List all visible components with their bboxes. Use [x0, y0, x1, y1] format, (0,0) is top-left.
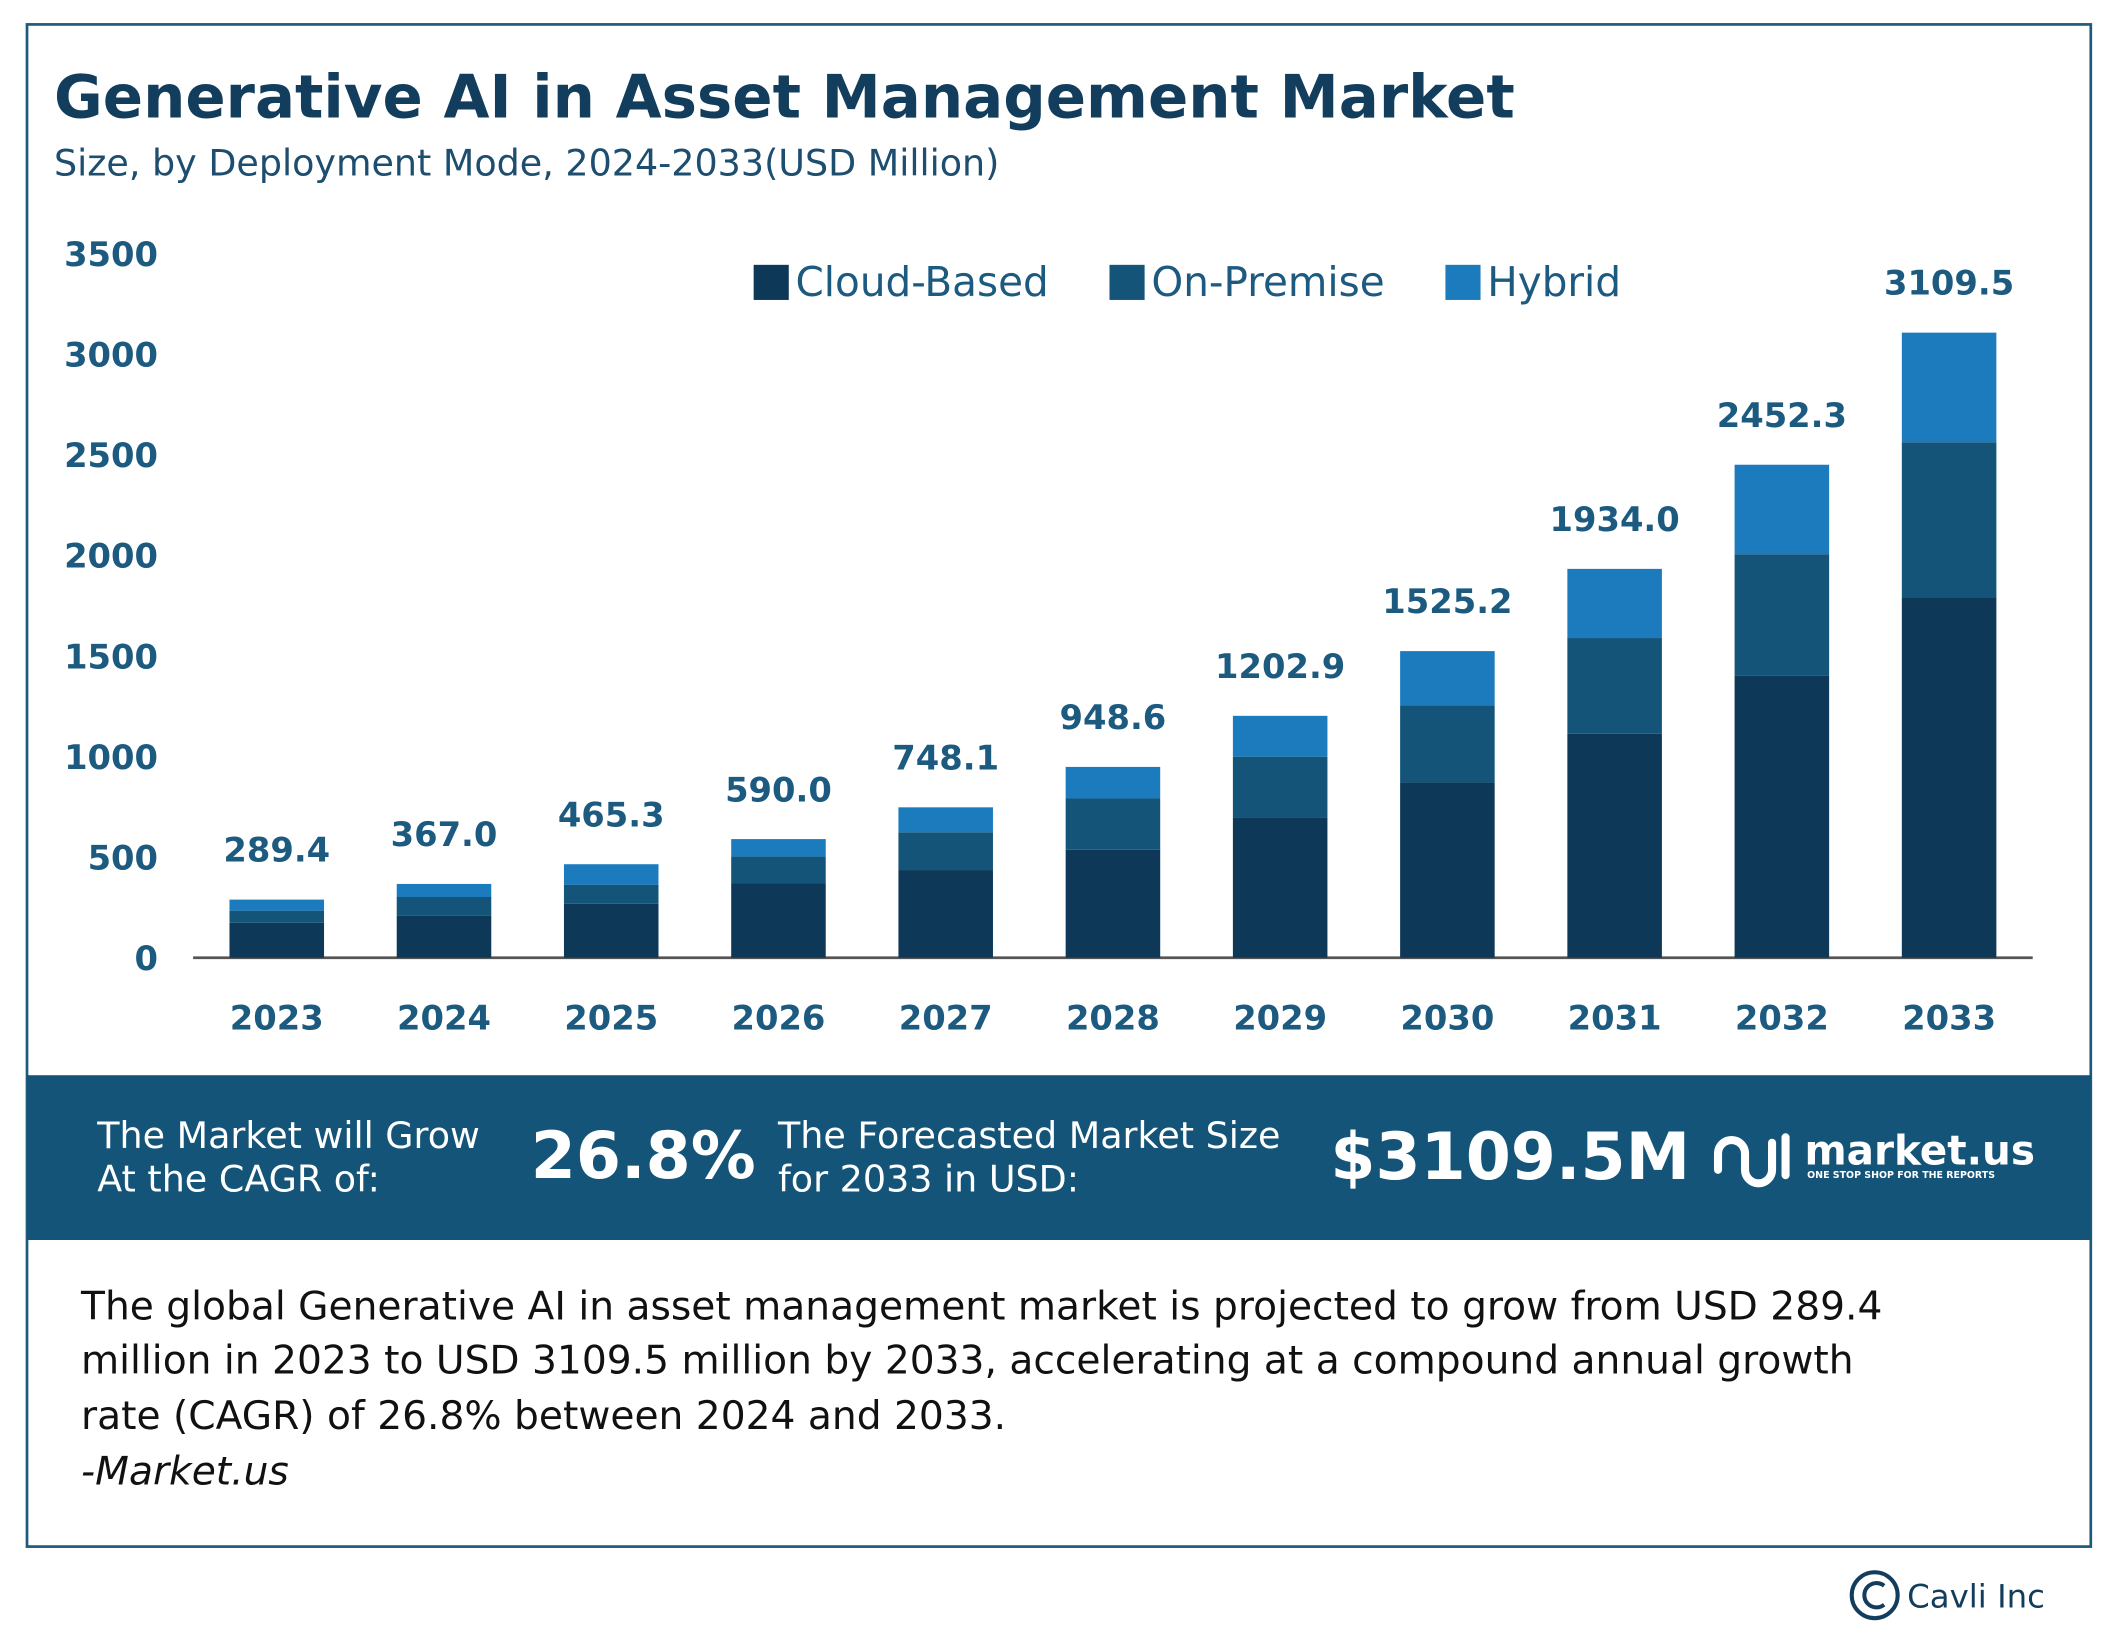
x-tick-label: 2023 — [230, 998, 324, 1037]
total-label: 948.6 — [1060, 698, 1167, 737]
copyright-icon — [1849, 1570, 1900, 1621]
bar-segment — [1400, 782, 1495, 958]
x-tick-label: 2029 — [1233, 998, 1327, 1037]
description-line: million in 2023 to USD 3109.5 million by… — [81, 1339, 1854, 1384]
legend-swatch — [1109, 264, 1145, 300]
bar-segment — [1901, 597, 1997, 958]
description-line: rate (CAGR) of 26.8% between 2024 and 20… — [81, 1394, 1006, 1439]
frame — [25, 23, 2093, 1548]
y-tick-label: 1500 — [64, 637, 158, 676]
bar-segment — [563, 864, 659, 885]
bar-segment — [1065, 849, 1161, 958]
x-tick-label: 2025 — [564, 998, 658, 1037]
bar-segment — [1065, 766, 1161, 799]
total-label: 465.3 — [558, 795, 665, 834]
bar-segment — [229, 922, 325, 958]
bar-segment — [1734, 464, 1830, 555]
banner-label: for 2033 in USD: — [778, 1157, 1079, 1200]
banner-value: $3109.5M — [1330, 1120, 1690, 1195]
bar-segment — [1232, 817, 1328, 958]
bar-segment — [898, 832, 993, 871]
legend-label: Hybrid — [1487, 258, 1621, 306]
bar-segment — [396, 883, 492, 897]
y-tick-label: 1000 — [64, 738, 158, 777]
banner-label: The Forecasted Market Size — [777, 1114, 1281, 1157]
y-tick-label: 0 — [135, 939, 158, 978]
total-label: 1934.0 — [1550, 500, 1680, 539]
x-tick-label: 2028 — [1066, 998, 1160, 1037]
bar-segment — [396, 896, 492, 916]
footer: Cavli Inc — [1907, 1577, 2045, 1615]
y-tick-label: 500 — [88, 838, 158, 877]
bar-segment — [229, 899, 325, 911]
legend-swatch — [753, 264, 789, 300]
logo-tagline: ONE STOP SHOP FOR THE REPORTS — [1807, 1170, 1995, 1181]
bar-segment — [1567, 733, 1662, 958]
bar-segment — [1734, 554, 1830, 676]
bar-segment — [1065, 798, 1161, 850]
total-label: 289.4 — [223, 831, 330, 870]
total-label: 590.0 — [725, 770, 832, 809]
y-tick-label: 2000 — [64, 537, 158, 576]
bar-segment — [731, 856, 826, 884]
total-label: 3109.5 — [1884, 264, 2014, 303]
banner-value: 26.8% — [531, 1119, 756, 1194]
total-label: 1525.2 — [1382, 582, 1512, 621]
bar-segment — [1232, 715, 1328, 757]
bar-segment — [731, 883, 826, 958]
bar-segment — [1901, 442, 1997, 598]
bar-segment — [1232, 756, 1328, 818]
bar-segment — [1901, 332, 1997, 443]
total-label: 1202.9 — [1215, 647, 1345, 686]
chart-subtitle: Size, by Deployment Mode, 2024-2033(USD … — [54, 142, 999, 185]
y-tick-label: 3500 — [64, 235, 158, 274]
bar-segment — [898, 870, 993, 958]
bar-segment — [1567, 568, 1662, 639]
x-tick-label: 2033 — [1902, 998, 1996, 1037]
bar-segment — [731, 839, 826, 857]
legend-swatch — [1445, 264, 1481, 300]
description-line: The global Generative AI in asset manage… — [80, 1285, 1882, 1330]
copyright-icon — [1862, 1581, 1886, 1610]
x-tick-label: 2024 — [397, 998, 491, 1037]
y-tick-label: 3000 — [64, 336, 158, 375]
total-label: 2452.3 — [1717, 396, 1847, 435]
bar-segment — [229, 910, 325, 923]
y-tick-label: 2500 — [64, 436, 158, 475]
legend-label: Cloud-Based — [796, 258, 1049, 306]
bar-segment — [1400, 651, 1495, 706]
bar-segment — [1567, 638, 1662, 734]
bar-segment — [396, 915, 492, 958]
x-tick-label: 2030 — [1400, 998, 1494, 1037]
total-label: 367.0 — [391, 815, 498, 854]
bar-segment — [898, 807, 993, 833]
bar-segment — [1734, 675, 1830, 958]
legend: Cloud-Based On-Premise Hybrid — [753, 258, 1621, 306]
banner-label: At the CAGR of: — [97, 1157, 380, 1200]
chart-title: Generative AI in Asset Management Market — [54, 64, 1515, 133]
banner-label: The Market will Grow — [96, 1114, 480, 1157]
x-tick-label: 2027 — [899, 998, 993, 1037]
logo-icon — [1713, 1133, 1790, 1188]
bar-segment — [563, 903, 659, 958]
legend-label: On-Premise — [1151, 258, 1384, 306]
x-tick-label: 2031 — [1568, 998, 1662, 1037]
bar-segment — [1400, 705, 1495, 783]
x-tick-label: 2032 — [1735, 998, 1829, 1037]
bar-segment — [563, 884, 659, 904]
x-tick-label: 2026 — [731, 998, 825, 1037]
source: -Market.us — [81, 1449, 289, 1494]
logo-text: market.us — [1804, 1126, 2035, 1174]
total-label: 748.1 — [892, 738, 999, 777]
